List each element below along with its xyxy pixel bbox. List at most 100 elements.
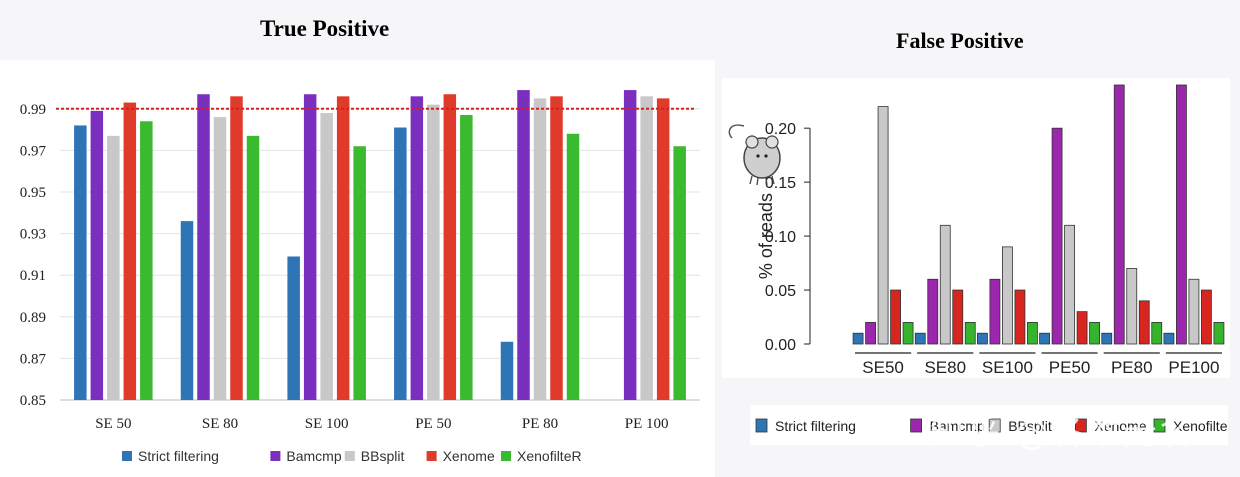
mouse-icon [728,124,781,186]
bar-xenome-pe50 [1076,311,1088,345]
legend-label-xenofilter: XenofilteR [1173,418,1228,434]
x-tick-label: PE 80 [522,416,558,432]
y-tick-label: 0.10 [765,229,796,246]
bar-xenome-se-100 [336,96,350,400]
legend-label-xenofilter: XenofilteR [517,448,582,464]
legend-label-bbsplit: BBsplit [361,448,405,464]
bar-bbsplit-pe-100 [640,96,653,400]
legend-swatch-xenome [426,451,437,461]
bar-strict-filtering-se80 [914,332,926,345]
bar-bamcmp-pe-80 [517,90,530,400]
bar-strict-filtering-pe-50 [394,127,407,401]
bar-bbsplit-se50 [877,106,889,345]
bar-strict-filtering-se-50 [74,125,87,400]
legend-swatch-bbsplit [988,418,1001,433]
bar-bbsplit-se-50 [107,135,120,400]
bar-bbsplit-pe-80 [533,98,547,401]
bar-xenome-pe-50 [443,94,457,401]
bar-strict-filtering-se50 [852,332,864,345]
bar-bamcmp-se-50 [90,110,104,400]
bar-bbsplit-pe-50 [427,104,440,400]
y-tick-label: 0.87 [20,351,47,367]
x-tick-label: SE100 [982,358,1033,377]
bar-xenome-se-50 [123,102,137,400]
x-tick-label: SE 80 [202,416,238,432]
x-tick-label: SE 100 [305,416,349,432]
bar-bamcmp-pe80 [1113,84,1125,345]
legend-label-strict-filtering: Strict filtering [138,448,219,464]
legend-label-xenome: Xenome [1094,418,1146,434]
bar-bbsplit-pe50 [1064,224,1075,345]
bar-xenofilter-se80 [964,322,976,345]
y-tick-label: 0.91 [20,268,46,284]
bar-strict-filtering-pe100 [1163,332,1175,345]
bar-xenome-se80 [952,289,964,345]
bar-xenome-pe80 [1138,300,1150,345]
x-tick-label: PE 50 [415,416,451,432]
x-tick-label: SE50 [862,358,904,377]
bar-strict-filtering-se-80 [180,221,194,400]
legend-label-strict-filtering: Strict filtering [775,418,856,434]
bar-bamcmp-pe-100 [623,90,637,400]
legend-swatch-bamcmp [270,451,281,461]
bar-bamcmp-se50 [865,322,876,345]
bar-bbsplit-se-100 [320,112,333,401]
y-tick-label: 0.00 [765,337,796,354]
legend-swatch-bamcmp [910,418,923,433]
bar-bamcmp-pe50 [1051,127,1063,345]
bar-xenofilter-se-100 [353,146,366,400]
legend-swatch-strict-filtering [122,451,132,461]
bar-strict-filtering-se100 [977,332,988,345]
bar-strict-filtering-pe50 [1039,332,1050,345]
y-tick-label: 0.85 [20,393,46,409]
legend-swatch-strict-filtering [755,418,768,433]
bar-bbsplit-pe80 [1126,268,1138,345]
bar-bbsplit-se100 [1002,246,1013,345]
x-tick-label: PE100 [1168,358,1219,377]
bar-bamcmp-se80 [927,278,939,345]
bar-strict-filtering-pe-80 [500,341,514,400]
bar-bamcmp-pe100 [1176,84,1187,345]
bar-xenofilter-pe50 [1089,322,1100,345]
bar-bamcmp-se100 [989,278,1001,345]
legend-label-bbsplit: BBsplit [1008,418,1052,434]
watermark: 知乎 @各本无名 [930,413,1195,453]
x-tick-label: PE 100 [625,416,669,432]
bar-xenofilter-pe-50 [460,115,473,400]
x-tick-label: PE80 [1111,358,1153,377]
x-tick-label: PE50 [1049,358,1091,377]
bar-xenome-pe-80 [550,96,563,400]
bar-bamcmp-pe-50 [410,96,424,400]
y-tick-label: 0.95 [20,185,46,201]
bar-xenome-pe100 [1201,289,1212,345]
legend-label-bamcmp: Bamcmp [286,448,341,464]
true-positive-title: True Positive [260,16,390,41]
bar-xenofilter-se50 [902,322,914,345]
bar-xenome-pe-100 [656,98,670,401]
legend-swatch-xenome [1074,418,1087,433]
legend-swatch-xenofilter [1153,418,1166,433]
bar-xenofilter-pe-80 [566,133,580,400]
y-tick-label: 0.05 [765,283,796,300]
false-positive-title: False Positive [896,28,1024,53]
y-tick-label: 0.97 [20,143,47,159]
bar-xenofilter-se-50 [140,121,153,400]
bar-bbsplit-se-80 [213,117,227,400]
legend-label-bamcmp: Bamcmp [930,418,985,434]
legend-swatch-bbsplit [344,451,355,461]
y-tick-label: 0.99 [20,102,46,118]
bar-bbsplit-pe100 [1188,278,1200,345]
bar-xenofilter-se-80 [246,135,260,400]
bar-xenofilter-pe80 [1151,322,1163,345]
y-tick-label: 0.20 [765,121,796,138]
y-axis-label: % of reads [756,193,776,279]
bar-xenofilter-pe-100 [673,146,686,400]
legend-label-xenome: Xenome [443,448,495,464]
y-tick-label: 0.93 [20,227,46,243]
bar-xenome-se100 [1014,289,1026,345]
x-tick-label: SE 50 [95,416,131,432]
y-tick-label: 0.89 [20,310,46,326]
bar-xenofilter-pe100 [1213,322,1225,345]
bar-strict-filtering-pe80 [1101,332,1113,345]
